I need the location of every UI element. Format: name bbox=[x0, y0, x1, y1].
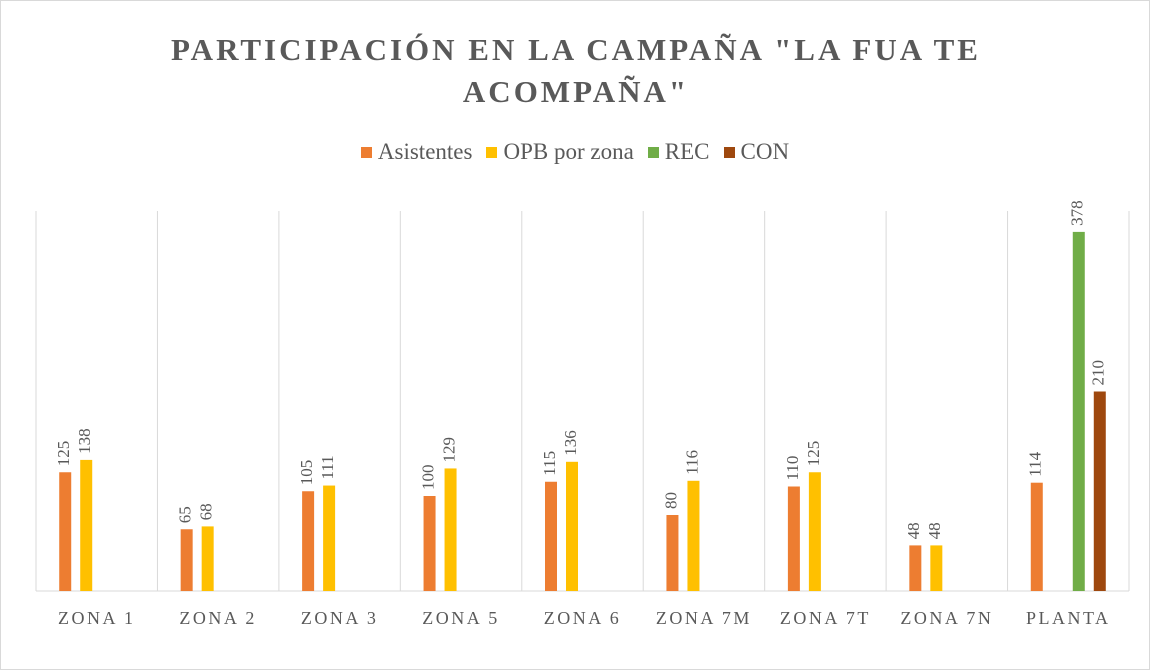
x-tick-label: PLANTA bbox=[1025, 608, 1111, 628]
legend-item: REC bbox=[647, 139, 710, 165]
legend: Asistentes OPB por zona REC CON bbox=[1, 139, 1149, 165]
data-label: 136 bbox=[561, 430, 580, 456]
data-label: 116 bbox=[682, 450, 701, 475]
data-label: 105 bbox=[297, 460, 316, 486]
legend-label: CON bbox=[740, 139, 790, 164]
bar bbox=[180, 529, 193, 591]
data-label: 125 bbox=[54, 441, 73, 467]
bar bbox=[201, 526, 214, 591]
chart-title: PARTICIPACIÓN EN LA CAMPAÑA "LA FUA TE A… bbox=[171, 32, 981, 109]
bar bbox=[80, 459, 93, 591]
data-label: 48 bbox=[904, 522, 923, 539]
x-tick-label: ZONA 6 bbox=[543, 608, 622, 628]
x-tick-label: ZONA 7M bbox=[655, 608, 752, 628]
legend-swatch bbox=[723, 146, 735, 158]
legend-label: OPB por zona bbox=[503, 139, 634, 164]
bar bbox=[909, 545, 922, 591]
data-label: 125 bbox=[804, 441, 823, 467]
bar bbox=[930, 545, 943, 591]
bar bbox=[59, 472, 72, 591]
legend-item: CON bbox=[723, 139, 790, 165]
data-label: 65 bbox=[176, 506, 195, 523]
data-label: 80 bbox=[661, 492, 680, 509]
legend-label: Asistentes bbox=[377, 139, 473, 164]
data-label: 378 bbox=[1068, 200, 1087, 226]
legend-item: OPB por zona bbox=[486, 139, 634, 165]
bar bbox=[1093, 391, 1106, 591]
bar bbox=[666, 515, 679, 591]
legend-swatch bbox=[360, 146, 372, 158]
bar bbox=[545, 481, 557, 591]
data-label: 210 bbox=[1089, 360, 1108, 386]
x-tick-label: ZONA 7T bbox=[779, 608, 871, 628]
data-label: 48 bbox=[925, 522, 944, 539]
legend-swatch bbox=[647, 146, 659, 158]
data-label: 138 bbox=[75, 428, 94, 454]
bar bbox=[1072, 231, 1085, 591]
data-label: 115 bbox=[540, 451, 559, 476]
bar bbox=[787, 486, 800, 591]
bar bbox=[423, 496, 436, 591]
bar bbox=[1030, 482, 1043, 591]
legend-label: REC bbox=[664, 139, 710, 164]
data-label: 114 bbox=[1026, 451, 1045, 476]
bar bbox=[323, 485, 336, 591]
x-tick-label: ZONA 7N bbox=[900, 608, 994, 628]
bar bbox=[444, 468, 457, 591]
bar bbox=[808, 472, 821, 591]
data-label: 110 bbox=[783, 456, 802, 481]
bar bbox=[302, 491, 315, 591]
bar bbox=[566, 461, 578, 591]
legend-item: Asistentes bbox=[360, 139, 473, 165]
data-label: 129 bbox=[439, 437, 458, 463]
data-label: 100 bbox=[418, 465, 437, 491]
data-label: 111 bbox=[318, 455, 337, 479]
x-tick-label: ZONA 3 bbox=[300, 608, 379, 628]
x-tick-label: ZONA 1 bbox=[57, 608, 136, 628]
data-label: 68 bbox=[197, 503, 216, 520]
legend-swatch bbox=[486, 146, 498, 158]
x-tick-label: ZONA 2 bbox=[179, 608, 257, 628]
x-tick-label: ZONA 5 bbox=[422, 608, 500, 628]
bar bbox=[687, 480, 700, 591]
